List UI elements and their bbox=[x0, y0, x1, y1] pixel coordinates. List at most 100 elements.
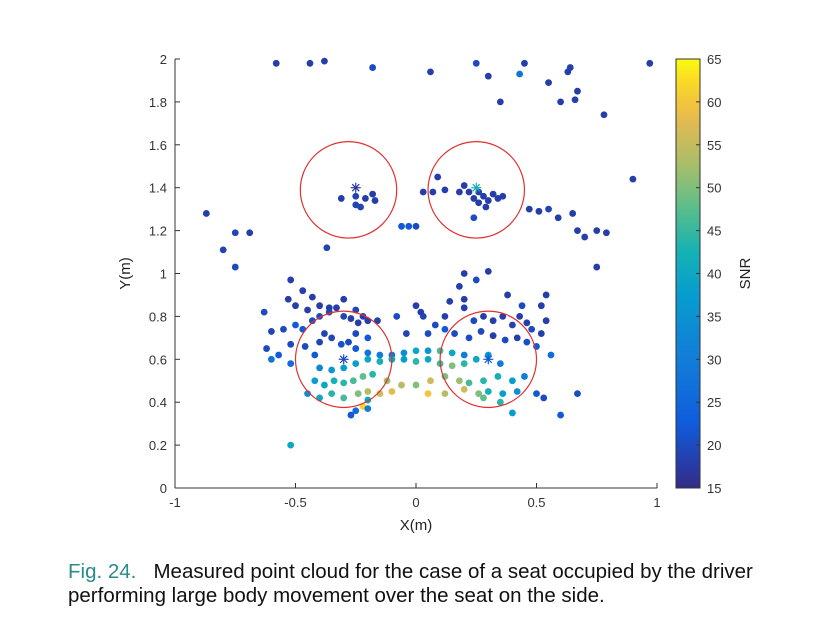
data-point bbox=[494, 373, 502, 380]
data-point bbox=[460, 270, 468, 277]
data-point bbox=[571, 96, 579, 104]
data-point bbox=[359, 373, 367, 380]
data-point bbox=[333, 304, 340, 312]
highlight-circle bbox=[299, 141, 398, 239]
data-point bbox=[352, 330, 360, 337]
data-point bbox=[574, 227, 581, 235]
y-tick-label: 0.8 bbox=[149, 309, 167, 324]
data-point bbox=[323, 244, 331, 252]
data-point bbox=[523, 338, 531, 346]
star-markers bbox=[338, 182, 494, 365]
data-point bbox=[499, 192, 507, 200]
x-tick-label: 0.5 bbox=[527, 495, 545, 510]
data-point bbox=[412, 381, 420, 389]
data-point bbox=[557, 411, 564, 419]
data-point bbox=[231, 263, 239, 271]
data-point bbox=[412, 347, 420, 355]
caption-label: Fig. 24. bbox=[68, 560, 137, 583]
scatter-figure: -1 -0.5 0 0.5 1 0 0.2 0.4 0.6 0.8 1 1.2 1.4 1.6 1.8 2 1… bbox=[117, 52, 754, 534]
y-tick-label: 0.4 bbox=[149, 395, 167, 410]
colorbar-tick-label: 25 bbox=[707, 395, 721, 410]
data-point bbox=[316, 364, 323, 372]
data-point bbox=[475, 390, 483, 398]
colorbar-tick-label: 45 bbox=[707, 224, 721, 239]
data-point bbox=[376, 358, 384, 365]
x-tick-label: 1 bbox=[653, 495, 660, 510]
data-point bbox=[489, 332, 497, 340]
data-point bbox=[480, 313, 487, 320]
data-point bbox=[465, 188, 473, 196]
data-point bbox=[328, 390, 336, 398]
data-point bbox=[287, 340, 295, 348]
data-point bbox=[352, 192, 360, 200]
data-point bbox=[542, 317, 550, 325]
data-point bbox=[328, 366, 336, 374]
data-point bbox=[465, 334, 473, 342]
data-point bbox=[448, 349, 456, 357]
data-point bbox=[287, 441, 295, 449]
colorbar-tick-label: 50 bbox=[707, 181, 721, 196]
star-marker bbox=[350, 182, 361, 193]
data-point bbox=[388, 388, 396, 395]
data-point bbox=[537, 330, 545, 337]
data-point bbox=[528, 325, 536, 333]
data-point bbox=[574, 87, 581, 95]
data-point bbox=[545, 205, 552, 213]
data-point bbox=[354, 319, 362, 327]
data-point bbox=[287, 360, 295, 367]
y-tick-label: 0.6 bbox=[149, 352, 167, 367]
data-point bbox=[364, 405, 372, 413]
data-point bbox=[513, 388, 521, 395]
data-point bbox=[400, 355, 408, 363]
data-point bbox=[352, 360, 360, 367]
data-point bbox=[477, 328, 485, 335]
colorbar-tick-label: 40 bbox=[707, 267, 721, 282]
data-point bbox=[427, 377, 434, 385]
data-point bbox=[321, 381, 328, 389]
data-point bbox=[402, 330, 410, 337]
data-point bbox=[263, 345, 270, 352]
figure-caption: Fig. 24. Measured point cloud for the ca… bbox=[68, 560, 808, 608]
data-point bbox=[540, 394, 548, 402]
data-point bbox=[499, 313, 507, 320]
data-point bbox=[284, 295, 292, 303]
data-point bbox=[340, 313, 348, 320]
data-point bbox=[537, 302, 545, 310]
data-point bbox=[219, 246, 227, 254]
data-point bbox=[347, 315, 355, 322]
data-point bbox=[496, 98, 504, 106]
data-point bbox=[504, 291, 511, 299]
data-point bbox=[347, 411, 355, 419]
data-point bbox=[542, 291, 550, 299]
data-point bbox=[419, 188, 427, 196]
data-point bbox=[349, 377, 357, 385]
data-point bbox=[272, 59, 280, 67]
data-point bbox=[470, 195, 478, 202]
data-point bbox=[424, 355, 432, 363]
colorbar-tick-label: 20 bbox=[707, 438, 721, 453]
data-point bbox=[364, 388, 372, 395]
data-point bbox=[287, 276, 295, 284]
data-point bbox=[369, 64, 377, 71]
x-axis-label: X(m) bbox=[400, 517, 433, 534]
data-point bbox=[311, 377, 319, 385]
data-point bbox=[412, 222, 420, 230]
colorbar-tick-label: 15 bbox=[707, 481, 721, 496]
data-point bbox=[545, 79, 552, 86]
data-point bbox=[518, 302, 526, 310]
data-point bbox=[361, 195, 369, 202]
data-point bbox=[419, 313, 427, 320]
data-point bbox=[431, 321, 439, 329]
y-axis-label: Y(m) bbox=[117, 257, 134, 290]
data-point bbox=[337, 340, 345, 348]
data-point bbox=[330, 377, 338, 385]
data-point bbox=[547, 351, 555, 359]
data-point bbox=[460, 295, 468, 303]
data-point bbox=[337, 195, 345, 202]
data-point bbox=[533, 390, 540, 398]
data-point bbox=[472, 355, 480, 363]
data-point bbox=[328, 334, 336, 342]
colorbar-tick-label: 65 bbox=[707, 52, 721, 67]
data-point bbox=[460, 351, 468, 359]
data-point bbox=[345, 338, 352, 346]
